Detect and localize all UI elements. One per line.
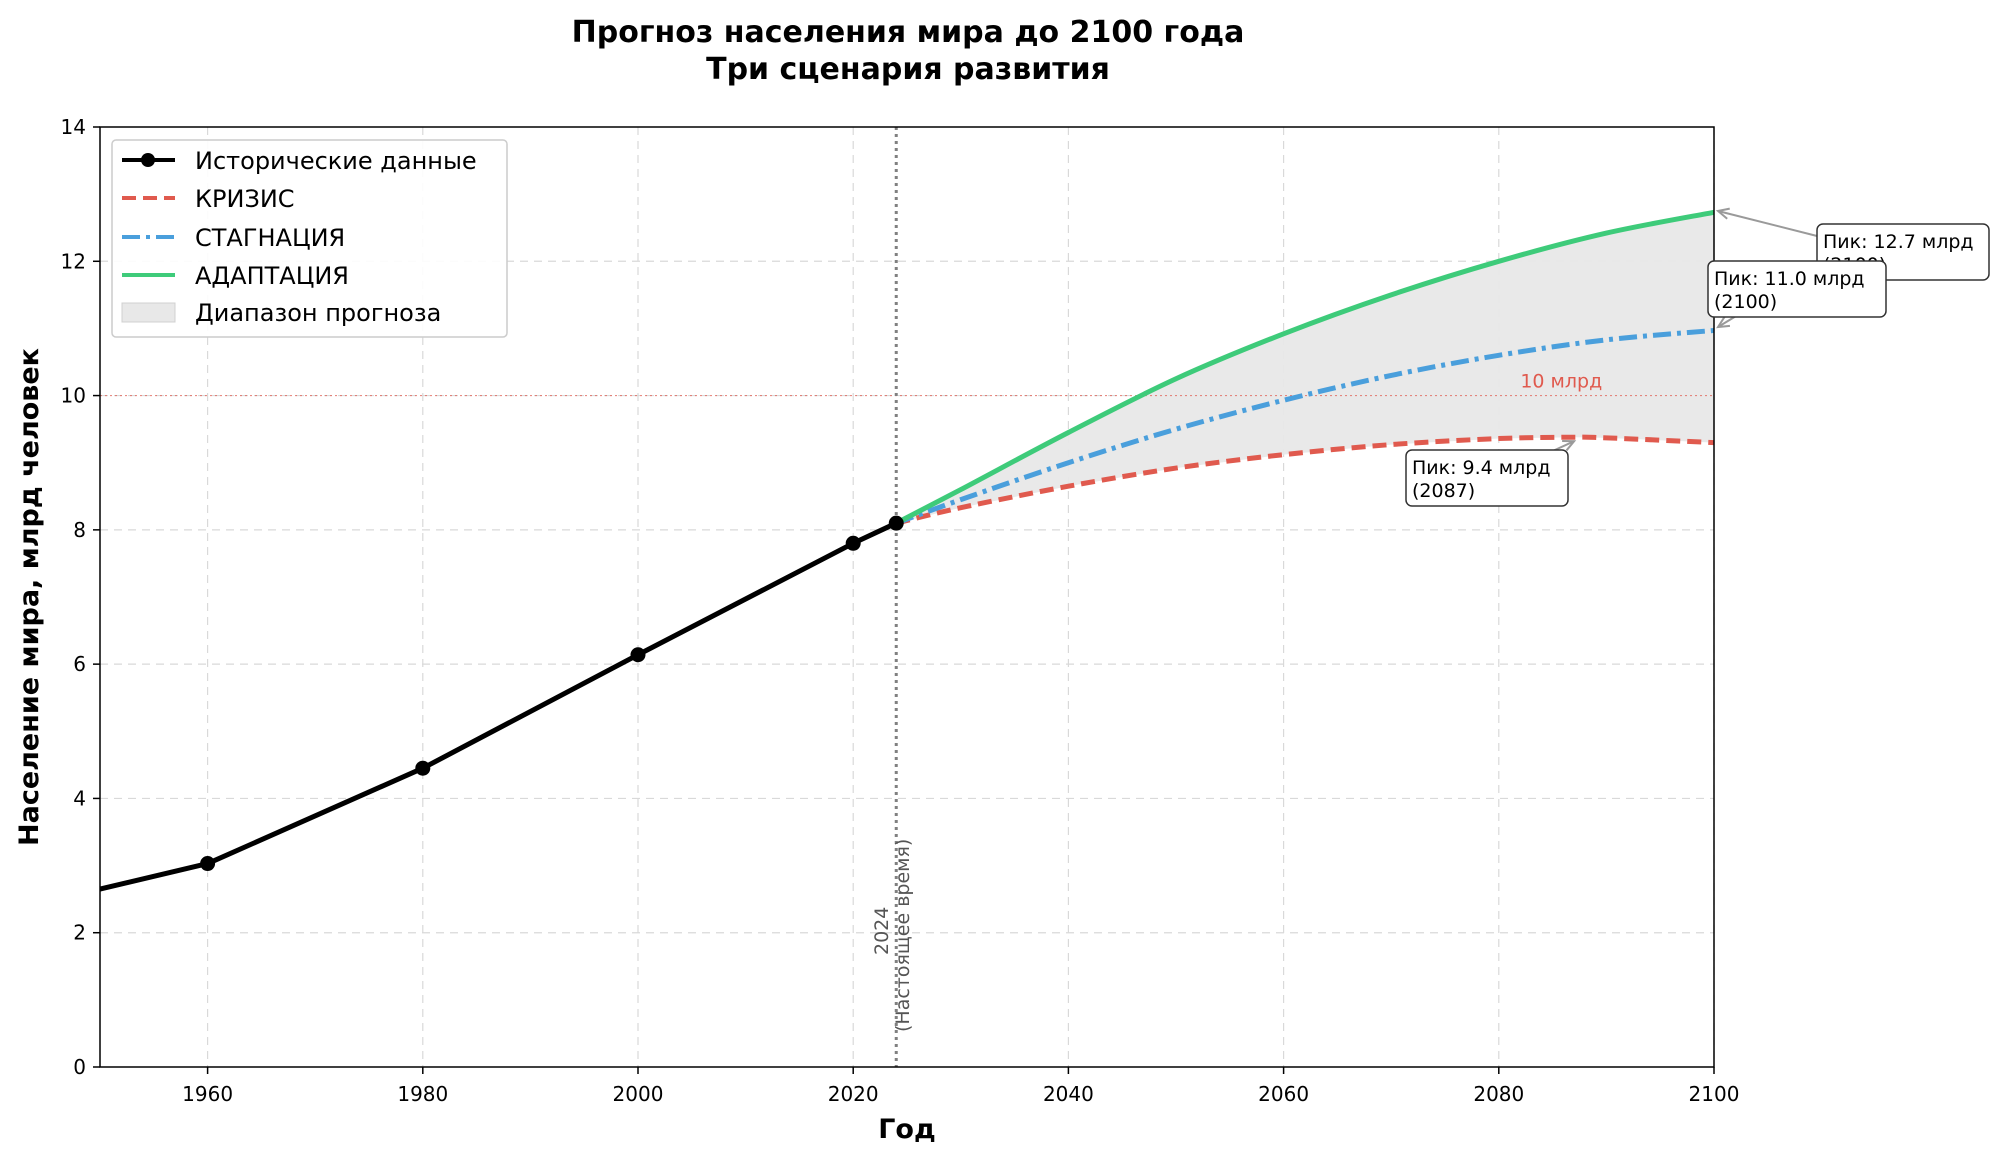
legend-label-range: Диапазон прогноза bbox=[195, 299, 441, 327]
y-tick-label-14: 14 bbox=[61, 115, 86, 139]
legend-label-crisis: КРИЗИС bbox=[195, 185, 295, 213]
historical-point-1980 bbox=[415, 760, 431, 776]
legend-label-adaptation: АДАПТАЦИЯ bbox=[195, 262, 349, 290]
legend-box bbox=[111, 139, 508, 338]
current-year-marker: 2024 (Настоящее время) bbox=[871, 127, 914, 1067]
historical-point-1960 bbox=[200, 856, 216, 872]
annotation-line1-2: Пик: 9.4 млрд bbox=[1412, 457, 1550, 479]
annotation-line2-2: (2087) bbox=[1412, 480, 1475, 502]
chart-title: Прогноз населения мира до 2100 года bbox=[572, 15, 1245, 50]
x-tick-label-2040: 2040 bbox=[1043, 1082, 1094, 1106]
y-axis-label: Население мира, млрд человек bbox=[14, 348, 45, 846]
reference-line-group: 10 млрд bbox=[100, 371, 1714, 397]
chart-subtitle: Три сценария развития bbox=[706, 52, 1110, 87]
x-tick-label-2060: 2060 bbox=[1258, 1082, 1309, 1106]
forecast-range-area bbox=[896, 212, 1714, 524]
reference-line-label: 10 млрд bbox=[1520, 371, 1602, 393]
annotation-arrowhead-1 bbox=[1716, 316, 1731, 329]
y-tick-label-4: 4 bbox=[73, 786, 86, 810]
y-tick-label-6: 6 bbox=[73, 652, 86, 676]
x-tick-label-2080: 2080 bbox=[1473, 1082, 1524, 1106]
plot-frame bbox=[99, 126, 1715, 1068]
historical-layer bbox=[99, 515, 904, 892]
annotation-line1-1: Пик: 11.0 млрд bbox=[1714, 268, 1865, 290]
legend-label-historical: Исторические данные bbox=[195, 147, 477, 175]
annotation-arrowhead-0 bbox=[1715, 207, 1730, 220]
current-year-label: 2024 bbox=[871, 907, 893, 955]
current-year-sublabel: (Настоящее время) bbox=[892, 839, 914, 1032]
annotation-arrow-0 bbox=[1717, 210, 1818, 237]
historical-point-2020 bbox=[845, 535, 861, 551]
y-axis-ticks: 0 2 4 6 8 10 12 14 bbox=[61, 115, 100, 1079]
series-layer bbox=[895, 209, 1715, 526]
y-tick-label-10: 10 bbox=[61, 384, 86, 408]
annotation-line2-1: (2100) bbox=[1714, 291, 1777, 313]
legend: Исторические данные КРИЗИС СТАГНАЦИЯ АДА… bbox=[111, 139, 508, 338]
x-tick-label-1960: 1960 bbox=[182, 1082, 233, 1106]
series-line-1 bbox=[895, 327, 1715, 526]
x-tick-label-2000: 2000 bbox=[613, 1082, 664, 1106]
annotation-box-1 bbox=[1707, 260, 1887, 318]
y-tick-label-0: 0 bbox=[73, 1055, 86, 1079]
series-line-2 bbox=[895, 209, 1715, 526]
legend-label-stagnation: СТАГНАЦИЯ bbox=[195, 224, 345, 252]
x-tick-label-1980: 1980 bbox=[397, 1082, 448, 1106]
legend-marker-historical bbox=[141, 153, 155, 167]
series-line-0 bbox=[895, 434, 1715, 526]
annotation-arrowhead-2 bbox=[1562, 439, 1577, 452]
x-tick-label-2020: 2020 bbox=[828, 1082, 879, 1106]
annotation-box-2 bbox=[1405, 449, 1569, 507]
y-tick-label-12: 12 bbox=[61, 249, 86, 273]
y-tick-label-2: 2 bbox=[73, 921, 86, 945]
x-axis-label: Год bbox=[878, 1114, 936, 1145]
x-tick-label-2100: 2100 bbox=[1689, 1082, 1740, 1106]
x-axis-ticks: 1960 1980 2000 2020 2040 2060 2080 2100 bbox=[182, 1067, 1739, 1106]
y-tick-label-8: 8 bbox=[73, 518, 86, 542]
historical-point-2024 bbox=[888, 515, 904, 531]
annotations: Пик: 12.7 млрд(2100)Пик: 11.0 млрд(2100)… bbox=[1405, 207, 1990, 507]
forecast-range-band bbox=[896, 212, 1714, 524]
annotation-line1-0: Пик: 12.7 млрд bbox=[1823, 231, 1974, 253]
legend-swatch-range bbox=[121, 302, 176, 323]
historical-line bbox=[99, 520, 898, 892]
historical-point-2000 bbox=[630, 647, 646, 663]
